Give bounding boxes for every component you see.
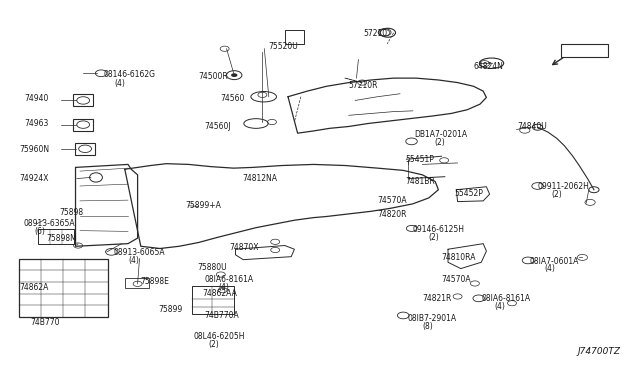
Text: 55451P: 55451P (405, 155, 434, 164)
Ellipse shape (479, 58, 504, 68)
Text: 74570A: 74570A (378, 196, 407, 205)
Text: 75899+A: 75899+A (186, 201, 221, 210)
Text: (4): (4) (218, 283, 229, 292)
Ellipse shape (90, 173, 102, 182)
Text: (2): (2) (434, 138, 445, 147)
Text: (2): (2) (429, 233, 440, 242)
Text: 74810RA: 74810RA (442, 253, 476, 262)
Text: 75899: 75899 (158, 305, 182, 314)
Text: (2): (2) (208, 340, 219, 349)
Text: 74840U: 74840U (517, 122, 547, 131)
Bar (285, 30, 304, 44)
Text: 57210: 57210 (364, 29, 388, 38)
Text: 74870X: 74870X (229, 243, 259, 251)
Text: (4): (4) (544, 264, 555, 273)
Text: 74570A: 74570A (442, 275, 471, 284)
Text: 7481BR: 7481BR (405, 177, 435, 186)
Text: 74940: 74940 (24, 94, 49, 103)
Text: 74820R: 74820R (378, 210, 407, 219)
Text: 74560J: 74560J (205, 122, 232, 131)
Text: 75898M: 75898M (46, 234, 77, 243)
Text: 57210R: 57210R (349, 81, 378, 90)
Text: 74B770: 74B770 (31, 318, 60, 327)
Text: 08L46-6205H: 08L46-6205H (193, 332, 244, 341)
Text: 08IB7-2901A: 08IB7-2901A (408, 314, 457, 323)
Text: 08913-6065A: 08913-6065A (114, 248, 166, 257)
Text: 74963: 74963 (24, 119, 49, 128)
Text: 75898E: 75898E (141, 278, 170, 286)
Text: 74560: 74560 (221, 94, 245, 103)
Bar (192, 286, 234, 314)
Text: 08146-6162G: 08146-6162G (104, 70, 156, 79)
Text: 74B770A: 74B770A (205, 311, 239, 320)
FancyBboxPatch shape (561, 44, 608, 57)
Ellipse shape (244, 119, 268, 128)
Text: 08IA6-8161A: 08IA6-8161A (481, 294, 531, 303)
Text: (4): (4) (114, 79, 125, 88)
Circle shape (231, 73, 237, 77)
Text: 75520U: 75520U (269, 42, 298, 51)
Bar (73, 94, 93, 106)
Text: 75960N: 75960N (19, 145, 49, 154)
Ellipse shape (251, 92, 276, 102)
Bar (19, 259, 108, 317)
Text: 74812NA: 74812NA (242, 174, 277, 183)
Text: 74500R: 74500R (198, 72, 228, 81)
Text: DB1A7-0201A: DB1A7-0201A (415, 130, 468, 139)
Text: 08IA7-0601A: 08IA7-0601A (530, 257, 579, 266)
Text: (8): (8) (422, 322, 433, 331)
Text: FRONT: FRONT (573, 47, 599, 56)
Text: J74700TZ: J74700TZ (578, 347, 621, 356)
Text: 74821R: 74821R (422, 294, 452, 303)
Text: 55452P: 55452P (454, 189, 483, 198)
Text: 09146-6125H: 09146-6125H (413, 225, 465, 234)
Text: (2): (2) (552, 190, 563, 199)
Text: 75880U: 75880U (197, 263, 227, 272)
Text: 74862A: 74862A (19, 283, 49, 292)
Text: (4): (4) (495, 302, 506, 311)
Bar (125, 278, 149, 288)
Text: (4): (4) (128, 256, 139, 265)
Text: 09911-2062H: 09911-2062H (538, 182, 589, 191)
Text: 08913-6365A: 08913-6365A (23, 219, 75, 228)
Text: 75898: 75898 (60, 208, 84, 217)
Bar (75, 143, 95, 155)
Text: 74862AA: 74862AA (202, 289, 237, 298)
Text: (6): (6) (34, 227, 45, 236)
Text: 74924X: 74924X (19, 174, 49, 183)
Text: 64824N: 64824N (474, 62, 504, 71)
Bar (38, 229, 74, 244)
Text: 08IA6-8161A: 08IA6-8161A (205, 275, 254, 283)
Bar (73, 119, 93, 131)
